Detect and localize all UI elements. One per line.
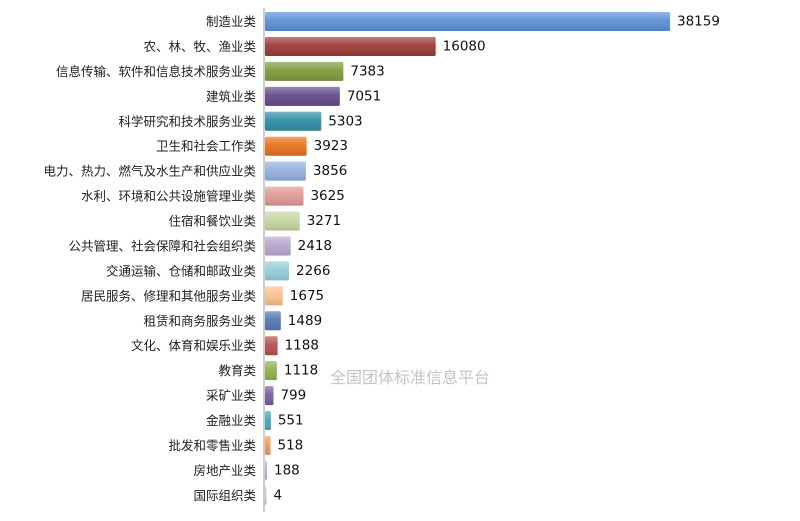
data-label: 799 <box>280 388 306 404</box>
bar-highlight <box>265 286 283 306</box>
category-label: 教育类 <box>218 363 256 378</box>
category-label: 水利、环境和公共设施管理业类 <box>81 189 257 204</box>
data-label: 7051 <box>347 88 381 104</box>
bar-highlight <box>265 386 274 406</box>
category-label: 科学研究和技术服务业类 <box>118 114 256 129</box>
category-label: 采矿业类 <box>206 388 257 403</box>
data-label: 4 <box>274 487 283 503</box>
category-label: 信息传输、软件和信息技术服务业类 <box>56 64 257 79</box>
data-label: 3271 <box>307 213 341 229</box>
bar-highlight <box>265 311 281 331</box>
bar-highlight <box>265 435 271 455</box>
category-label: 建筑业类 <box>206 89 257 104</box>
category-label: 农、林、牧、渔业类 <box>143 39 256 54</box>
data-label: 518 <box>277 437 303 453</box>
data-label: 1675 <box>290 288 324 304</box>
category-label: 公共管理、社会保障和社会组织类 <box>68 238 256 253</box>
data-label: 1489 <box>288 313 322 329</box>
bar-highlight <box>265 161 306 181</box>
bar-highlight <box>265 61 344 81</box>
category-label: 住宿和餐饮业类 <box>168 214 256 229</box>
bar-highlight <box>265 261 290 281</box>
data-label: 1188 <box>285 338 319 354</box>
bar-highlight <box>265 211 300 231</box>
bar-highlight <box>265 86 340 106</box>
bar-highlight <box>265 236 291 256</box>
data-label: 7383 <box>350 63 384 79</box>
bar-highlight <box>265 36 436 56</box>
category-label: 批发和零售业类 <box>168 438 256 453</box>
bar-highlight <box>265 136 307 156</box>
bar-highlight <box>265 485 267 505</box>
category-label: 电力、热力、燃气及水生产和供应业类 <box>43 164 256 179</box>
data-label: 2418 <box>298 238 332 254</box>
bar-highlight <box>265 111 322 131</box>
bars-group: 制造业类 38159 农、林、牧、渔业类 16080 信息传输、软件和信息技术服务业类 7… <box>43 12 720 505</box>
bar-highlight <box>265 186 304 206</box>
data-label: 3856 <box>313 163 347 179</box>
data-label: 2266 <box>296 263 330 279</box>
category-label: 国际组织类 <box>193 488 256 503</box>
bar-highlight <box>265 411 271 431</box>
data-label: 3625 <box>310 188 344 204</box>
data-label: 551 <box>278 413 304 429</box>
category-label: 房地产业类 <box>193 463 256 478</box>
category-label: 交通运输、仓储和邮政业类 <box>106 263 257 278</box>
data-label: 3923 <box>314 138 348 154</box>
bar-highlight <box>265 336 278 356</box>
category-label: 制造业类 <box>206 14 257 29</box>
watermark: 全国团体标准信息平台 <box>330 368 490 387</box>
bar-highlight <box>265 460 267 480</box>
data-label: 1118 <box>284 363 318 379</box>
category-label: 居民服务、修理和其他服务业类 <box>81 288 257 303</box>
data-label: 5303 <box>328 113 362 129</box>
bar-highlight <box>265 361 277 381</box>
data-label: 38159 <box>677 14 720 30</box>
data-label: 16080 <box>443 38 486 54</box>
category-label: 金融业类 <box>206 413 257 428</box>
bar-highlight <box>265 12 670 31</box>
data-label: 188 <box>274 462 300 478</box>
category-label: 卫生和社会工作类 <box>156 139 257 154</box>
category-label: 租赁和商务服务业类 <box>143 313 256 328</box>
category-label: 文化、体育和娱乐业类 <box>131 338 257 353</box>
